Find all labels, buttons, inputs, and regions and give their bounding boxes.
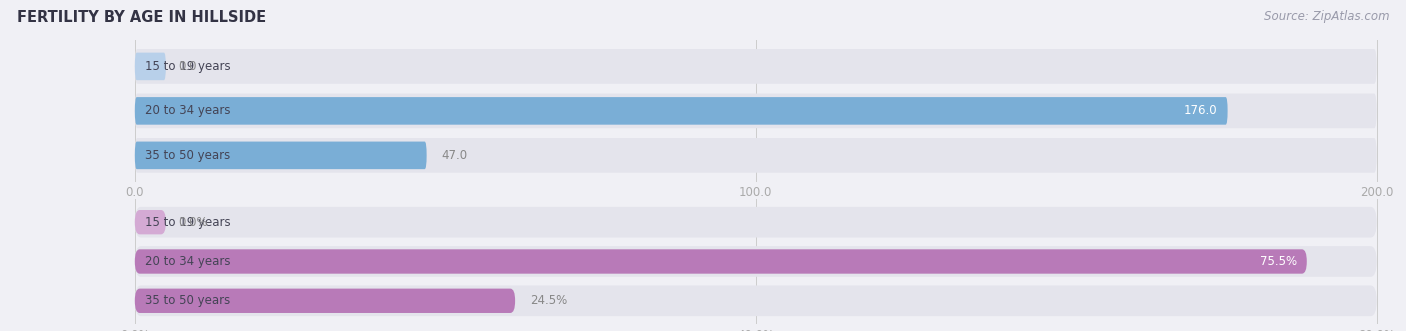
FancyBboxPatch shape [135, 49, 1376, 84]
FancyBboxPatch shape [135, 289, 515, 313]
FancyBboxPatch shape [135, 97, 1227, 125]
Text: 35 to 50 years: 35 to 50 years [145, 294, 231, 307]
Text: 15 to 19 years: 15 to 19 years [145, 60, 231, 73]
Text: 20 to 34 years: 20 to 34 years [145, 255, 231, 268]
FancyBboxPatch shape [135, 246, 1376, 277]
FancyBboxPatch shape [135, 94, 1376, 128]
Text: FERTILITY BY AGE IN HILLSIDE: FERTILITY BY AGE IN HILLSIDE [17, 10, 266, 25]
Text: Source: ZipAtlas.com: Source: ZipAtlas.com [1264, 10, 1389, 23]
FancyBboxPatch shape [135, 53, 166, 80]
FancyBboxPatch shape [135, 285, 1376, 316]
FancyBboxPatch shape [135, 210, 166, 234]
Text: 24.5%: 24.5% [530, 294, 567, 307]
Text: 176.0: 176.0 [1184, 104, 1218, 118]
FancyBboxPatch shape [135, 207, 1376, 238]
Text: 0.0: 0.0 [179, 60, 197, 73]
Text: 0.0%: 0.0% [179, 216, 208, 229]
Text: 75.5%: 75.5% [1260, 255, 1296, 268]
Text: 20 to 34 years: 20 to 34 years [145, 104, 231, 118]
FancyBboxPatch shape [135, 142, 426, 169]
FancyBboxPatch shape [135, 249, 1306, 274]
FancyBboxPatch shape [135, 138, 1376, 173]
Text: 47.0: 47.0 [441, 149, 468, 162]
Text: 15 to 19 years: 15 to 19 years [145, 216, 231, 229]
Text: 35 to 50 years: 35 to 50 years [145, 149, 231, 162]
